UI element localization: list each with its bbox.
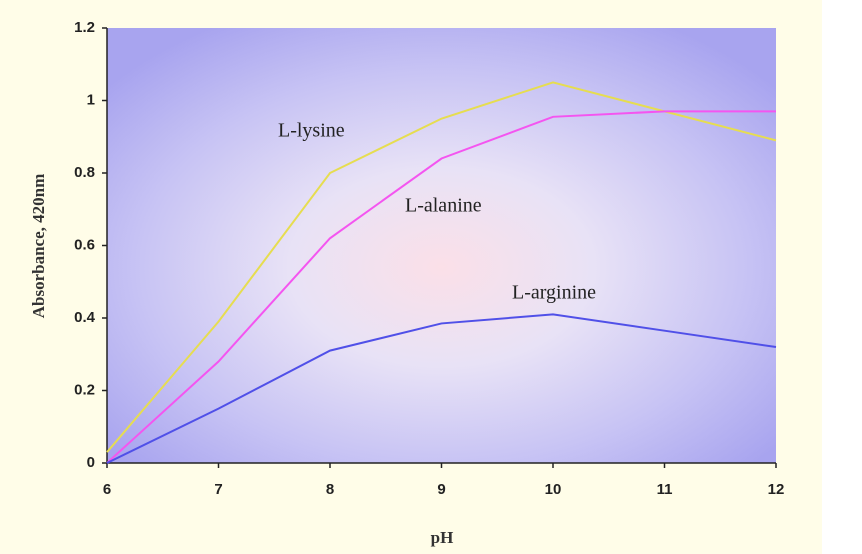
y-tick-label: 0 bbox=[87, 454, 95, 471]
y-tick-label: 0.2 bbox=[74, 381, 95, 398]
y-tick-label: 0.6 bbox=[74, 236, 95, 253]
x-tick-label: 6 bbox=[103, 481, 111, 498]
y-tick-label: 0.8 bbox=[74, 164, 95, 181]
x-tick-label: 8 bbox=[326, 481, 334, 498]
x-tick-label: 7 bbox=[214, 481, 222, 498]
series-line bbox=[106, 313, 777, 464]
y-tick-label: 1 bbox=[87, 91, 95, 108]
y-axis-title: Absorbance, 420nm bbox=[29, 174, 48, 319]
series-line bbox=[106, 110, 776, 464]
x-tick-label: 9 bbox=[437, 481, 445, 498]
y-tick-label: 0.4 bbox=[74, 309, 96, 326]
plot-background bbox=[107, 28, 776, 463]
series-label: L-lysine bbox=[278, 120, 345, 142]
series-label: L-arginine bbox=[512, 282, 596, 304]
series-label: L-alanine bbox=[405, 195, 482, 217]
x-tick-label: 12 bbox=[768, 481, 785, 498]
x-axis-title: pH bbox=[431, 528, 454, 547]
x-tick-label: 10 bbox=[545, 481, 562, 498]
y-tick-label: 1.2 bbox=[74, 19, 95, 36]
x-tick-label: 11 bbox=[657, 481, 673, 498]
